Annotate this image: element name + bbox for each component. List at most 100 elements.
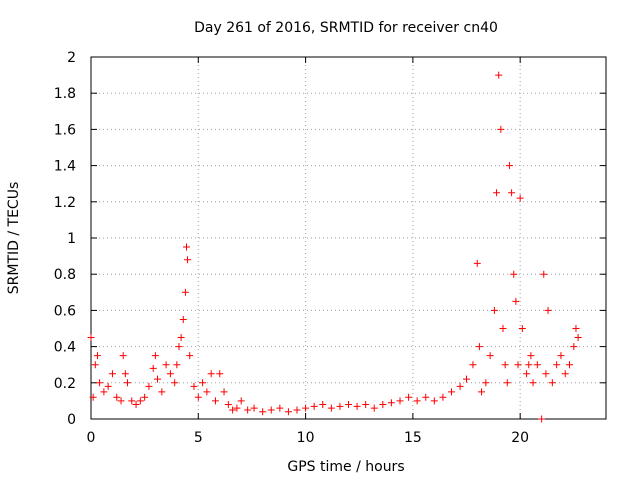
data-point [229, 406, 237, 414]
data-point [89, 393, 97, 401]
data-point [478, 388, 486, 396]
data-point [486, 352, 494, 360]
data-point [542, 370, 550, 378]
x-axis-label: GPS time / hours [287, 459, 404, 475]
data-point [117, 397, 125, 405]
data-point [177, 334, 185, 342]
x-tick-label: 10 [297, 430, 315, 446]
data-point [104, 382, 112, 390]
data-point [259, 408, 267, 416]
data-point [224, 401, 232, 409]
data-point [93, 352, 101, 360]
data-point [439, 393, 447, 401]
data-point [199, 379, 207, 387]
data-point [184, 256, 192, 264]
data-point [448, 388, 455, 396]
data-point [548, 379, 556, 387]
y-tick-label: 0.4 [54, 340, 76, 356]
data-point [121, 370, 129, 378]
y-tick-label: 0.8 [54, 267, 76, 283]
data-point [570, 343, 578, 351]
x-tick-label: 0 [87, 430, 96, 446]
data-point [518, 325, 526, 332]
data-point [250, 404, 258, 412]
data-point [533, 361, 541, 369]
data-point [370, 404, 378, 412]
data-point [154, 375, 162, 383]
data-point [362, 401, 370, 409]
data-point [503, 379, 511, 387]
data-point [553, 361, 561, 369]
data-point [267, 406, 275, 414]
data-point [566, 361, 574, 369]
data-point [561, 370, 569, 378]
data-point [475, 343, 483, 351]
data-point [96, 379, 104, 387]
data-point [171, 379, 179, 387]
data-point [572, 325, 580, 332]
x-tick-label: 5 [194, 430, 203, 446]
data-point [145, 382, 153, 390]
y-tick-label: 1.2 [54, 195, 76, 211]
data-point [387, 399, 395, 407]
data-points [87, 71, 582, 423]
data-point [512, 297, 520, 305]
data-point [237, 397, 245, 405]
data-point [207, 370, 215, 378]
data-point [525, 361, 533, 369]
data-point [123, 379, 131, 387]
data-point [182, 243, 190, 251]
data-point [482, 379, 490, 387]
data-point [499, 325, 507, 332]
data-point [379, 401, 387, 409]
data-point [173, 361, 181, 369]
data-point [128, 397, 136, 405]
y-tick-label: 1.8 [54, 86, 76, 102]
y-tick-label: 2 [67, 50, 76, 66]
data-point [108, 370, 116, 378]
data-point [557, 352, 565, 360]
data-point [181, 288, 189, 296]
data-point [91, 361, 99, 369]
data-point [276, 404, 284, 412]
y-axis-label: SRMTID / TECUs [6, 182, 22, 295]
data-point [516, 194, 524, 202]
x-tick-label: 15 [404, 430, 422, 446]
data-point [151, 352, 159, 360]
data-point [463, 375, 471, 383]
data-point [510, 270, 518, 278]
chart-title: Day 261 of 2016, SRMTID for receiver cn4… [194, 20, 498, 36]
data-point [523, 370, 531, 378]
data-point [87, 334, 95, 342]
y-tick-label: 1.4 [54, 159, 76, 175]
data-point [284, 408, 292, 416]
data-point [529, 379, 537, 387]
data-point [430, 397, 438, 405]
data-point [293, 406, 301, 414]
data-point [149, 364, 157, 372]
y-tick-label: 0 [67, 412, 76, 428]
data-point [497, 125, 505, 133]
data-point [345, 401, 352, 409]
data-point [220, 388, 228, 396]
data-point [505, 162, 513, 170]
data-point [456, 382, 464, 390]
data-point [319, 401, 327, 409]
y-tick-label: 1 [67, 231, 76, 247]
data-point [136, 397, 144, 405]
data-point [211, 397, 219, 405]
data-point [544, 306, 552, 314]
grid [91, 57, 606, 419]
x-tick-label: 20 [511, 430, 529, 446]
data-point [113, 393, 121, 401]
data-point [508, 189, 516, 197]
y-tick-label: 0.2 [54, 376, 76, 392]
data-point [353, 402, 361, 410]
data-point [166, 370, 174, 378]
data-point [190, 382, 198, 390]
data-point [186, 352, 194, 360]
data-point [501, 361, 509, 369]
data-point [336, 402, 344, 410]
data-point [490, 306, 498, 314]
